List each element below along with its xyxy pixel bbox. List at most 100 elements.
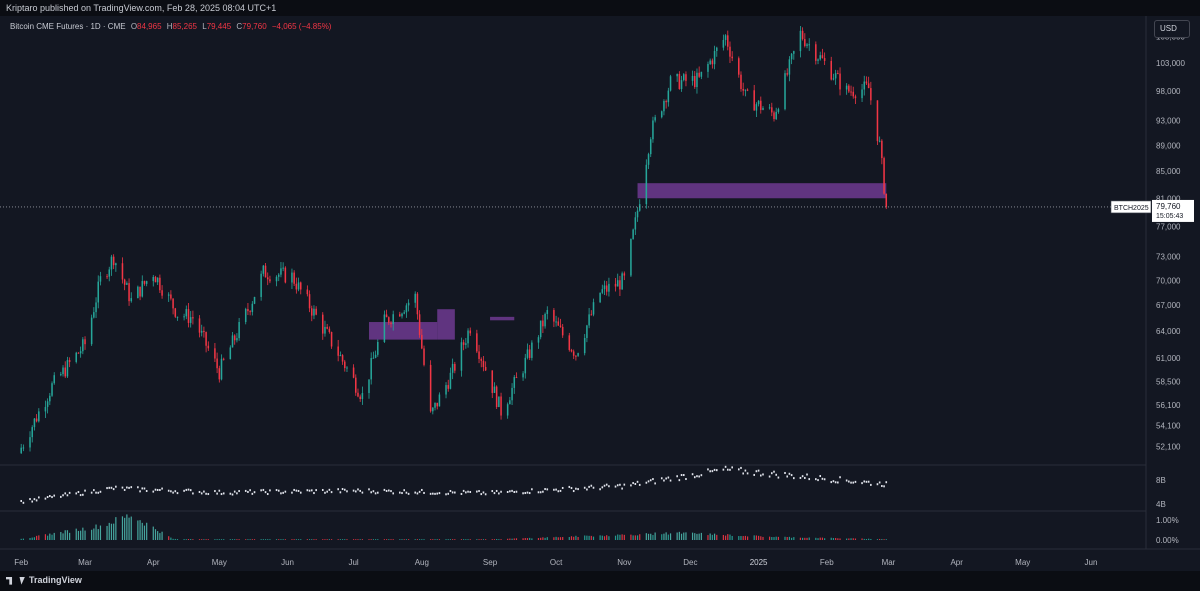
price-chart-svg[interactable]: 108,000103,00098,00093,00089,00085,00081…: [0, 16, 1200, 571]
premium-bar: [498, 539, 500, 540]
candle-body: [727, 35, 729, 47]
volume-dot: [330, 491, 333, 494]
volume-dot: [544, 488, 546, 491]
volume-dot: [726, 468, 729, 471]
premium-bar: [106, 525, 108, 540]
volume-dot: [817, 479, 819, 482]
x-tick-label: Nov: [617, 558, 631, 567]
candle-body: [729, 46, 731, 57]
premium-bar: [608, 536, 610, 540]
volume-dot: [834, 481, 837, 484]
volume-dot: [372, 490, 375, 493]
premium-bar: [452, 539, 454, 540]
premium-bar: [832, 538, 835, 540]
premium-bar: [716, 534, 718, 540]
volume-dot: [478, 490, 480, 493]
volume-dot: [619, 483, 621, 486]
candle-body: [377, 341, 379, 355]
volume-dot: [266, 493, 269, 496]
premium-bar: [496, 539, 498, 540]
candle-body: [460, 342, 463, 371]
candle-body: [205, 332, 207, 346]
volume-dot: [38, 496, 40, 499]
y-tick-label: 81,000: [1156, 194, 1181, 203]
premium-bar: [742, 536, 744, 540]
premium-bar: [482, 539, 485, 540]
candle-body: [493, 386, 496, 393]
premium-bar: [544, 537, 546, 540]
volume-dot: [262, 488, 265, 491]
candle-body: [185, 309, 188, 317]
premium-bar: [311, 539, 313, 540]
volume-dot: [451, 491, 454, 494]
premium-bar: [192, 539, 194, 540]
premium-bar: [575, 535, 577, 540]
candle-body: [266, 277, 269, 280]
candle-body: [634, 217, 637, 230]
volume-dot: [436, 492, 439, 495]
volume-dot: [128, 486, 130, 489]
volume-dot: [269, 489, 271, 492]
volume-dot: [399, 491, 401, 494]
volume-dot: [669, 479, 672, 482]
premium-bar: [22, 538, 25, 540]
volume-dot: [526, 491, 529, 494]
premium-bar: [522, 538, 524, 540]
candle-body: [233, 335, 236, 341]
premium-bar: [401, 539, 403, 540]
currency-button[interactable]: USD: [1154, 20, 1190, 38]
premium-bar: [837, 538, 839, 540]
low-label: L: [202, 22, 207, 31]
volume-dot: [167, 489, 170, 492]
volume-dot: [249, 489, 251, 492]
premium-bar: [614, 535, 617, 540]
tradingview-logo[interactable]: TradingView: [6, 575, 82, 585]
candle-body: [38, 411, 40, 422]
volume-dot: [321, 488, 324, 491]
volume-dot: [753, 473, 755, 476]
y-tick-label: 103,000: [1156, 59, 1185, 68]
volume-dot: [376, 491, 379, 494]
candle-body: [214, 348, 216, 359]
volume-dot: [663, 479, 665, 482]
candle-body: [137, 286, 139, 299]
premium-bar: [771, 537, 773, 540]
candle-body: [509, 400, 511, 405]
candle-body: [693, 75, 696, 87]
premium-bar: [529, 537, 531, 540]
candle-body: [605, 285, 608, 292]
volume-dot: [29, 498, 31, 501]
volume-dot: [282, 491, 284, 494]
premium-bar: [130, 516, 132, 540]
premium-bar: [480, 539, 482, 540]
candle-body: [744, 89, 747, 91]
chart-area[interactable]: 108,000103,00098,00093,00089,00085,00081…: [0, 16, 1200, 571]
candle-body: [495, 386, 498, 408]
candle-body: [106, 276, 108, 278]
premium-bar: [645, 533, 647, 540]
candle-body: [804, 39, 806, 46]
candle-body: [713, 50, 716, 65]
candle-body: [121, 263, 124, 280]
candle-body: [522, 373, 524, 378]
premium-bar: [421, 539, 423, 540]
candle-body: [35, 418, 38, 422]
candle-body: [238, 321, 240, 339]
volume-dot: [759, 474, 762, 477]
volume-dot: [821, 477, 824, 480]
premium-bar: [868, 538, 870, 540]
premium-bar: [82, 527, 84, 540]
candle-body: [823, 58, 826, 61]
volume-dot: [557, 490, 560, 493]
candle-body: [696, 72, 698, 87]
premium-bar: [526, 538, 529, 540]
premium-bar: [414, 539, 416, 540]
candle-body: [399, 314, 401, 317]
candle-body: [601, 289, 604, 293]
volume-dot: [539, 491, 542, 494]
volume-dot: [66, 494, 69, 497]
premium-bar: [669, 533, 672, 540]
premium-bar: [99, 525, 102, 540]
x-tick-label: Sep: [483, 558, 498, 567]
volume-dot: [339, 491, 342, 494]
